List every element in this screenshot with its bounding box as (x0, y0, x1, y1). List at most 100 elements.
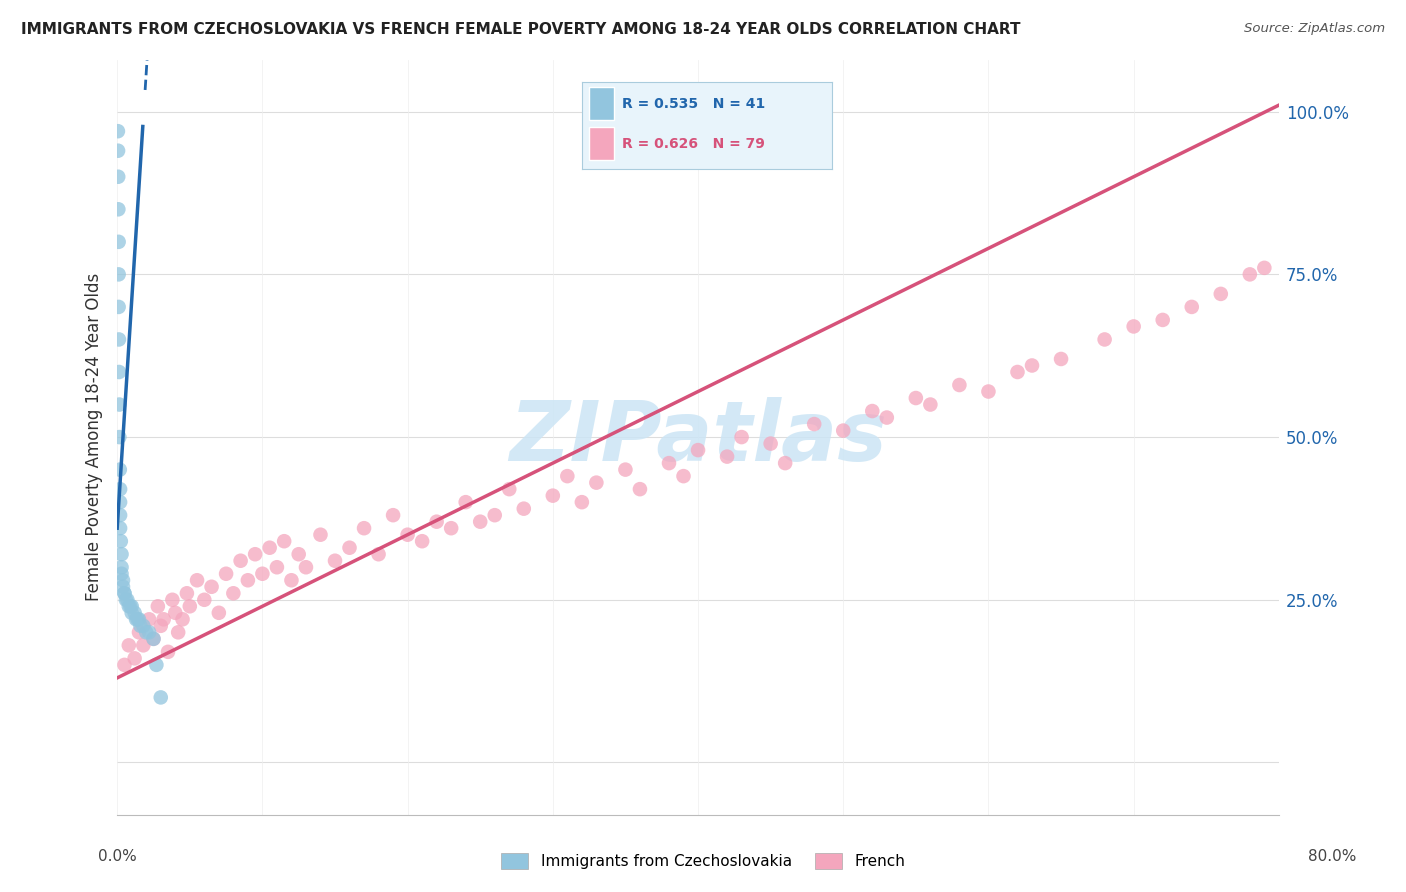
Point (977, 384, 1000, 399)
Point (129, 619, 152, 633)
Point (266, 560, 288, 574)
Point (208, 606, 231, 620)
Point (108, 508, 131, 523)
Point (1021, 359, 1043, 373)
Point (149, 690, 172, 705)
Point (108, 398, 131, 412)
Point (396, 527, 419, 541)
Point (118, 599, 141, 614)
Point (118, 638, 141, 652)
Point (1181, 300, 1204, 314)
Point (108, 495, 131, 509)
Point (1239, 268, 1261, 282)
Point (107, 169, 129, 184)
Text: 0.0%: 0.0% (98, 849, 138, 863)
Point (470, 515, 492, 529)
Point (585, 475, 607, 490)
Point (658, 456, 681, 470)
Point (295, 560, 318, 574)
Point (108, 521, 131, 535)
Point (138, 612, 160, 626)
Point (222, 586, 245, 600)
Point (152, 612, 174, 626)
Point (557, 469, 579, 483)
Point (498, 482, 520, 496)
Point (167, 625, 190, 640)
Point (146, 599, 169, 614)
Point (243, 547, 266, 561)
Point (716, 450, 738, 464)
Point (125, 612, 148, 626)
Point (172, 612, 194, 626)
Point (236, 574, 259, 588)
Text: 80.0%: 80.0% (1309, 849, 1357, 863)
Point (135, 625, 157, 640)
Point (107, 202, 129, 217)
Point (1050, 351, 1073, 366)
Point (803, 417, 825, 431)
Point (107, 124, 129, 138)
Text: IMMIGRANTS FROM CZECHOSLOVAKIA VS FRENCH FEMALE POVERTY AMONG 18-24 YEAR OLDS CO: IMMIGRANTS FROM CZECHOSLOVAKIA VS FRENCH… (21, 22, 1021, 37)
Point (111, 574, 134, 588)
Point (149, 619, 172, 633)
Point (128, 625, 150, 640)
Point (920, 398, 942, 412)
Point (614, 462, 637, 476)
Point (1094, 333, 1116, 347)
Point (108, 462, 131, 476)
Point (200, 580, 222, 594)
Point (120, 599, 142, 614)
Point (115, 592, 138, 607)
Text: ZIPatlas: ZIPatlas (509, 397, 887, 477)
Point (138, 625, 160, 640)
Point (111, 580, 134, 594)
Point (110, 534, 132, 549)
Point (513, 501, 536, 516)
Point (1122, 319, 1144, 334)
Point (287, 547, 309, 561)
Point (876, 410, 898, 425)
Point (107, 268, 129, 282)
Point (121, 606, 143, 620)
Point (162, 592, 184, 607)
Point (628, 482, 651, 496)
Point (686, 443, 709, 458)
Point (440, 521, 463, 535)
Point (145, 657, 167, 672)
Point (117, 592, 139, 607)
Point (730, 430, 752, 444)
Point (252, 566, 274, 581)
Point (339, 541, 361, 555)
Legend: Immigrants from Czechoslovakia, French: Immigrants from Czechoslovakia, French (495, 847, 911, 875)
Point (454, 495, 477, 509)
Point (541, 489, 564, 503)
Point (672, 469, 695, 483)
Point (142, 632, 165, 646)
Point (353, 521, 375, 535)
Point (114, 657, 136, 672)
Point (179, 599, 201, 614)
Point (107, 235, 129, 249)
Point (193, 592, 215, 607)
Point (107, 300, 129, 314)
Point (571, 495, 593, 509)
Text: Source: ZipAtlas.com: Source: ZipAtlas.com (1244, 22, 1385, 36)
Point (832, 424, 855, 438)
Point (107, 144, 129, 158)
Point (382, 508, 405, 523)
Point (142, 632, 165, 646)
Point (156, 645, 179, 659)
Point (108, 482, 131, 496)
Point (309, 527, 332, 541)
Point (1253, 260, 1275, 275)
Point (108, 430, 131, 444)
Y-axis label: Female Poverty Among 18-24 Year Olds: Female Poverty Among 18-24 Year Olds (86, 273, 103, 601)
Point (128, 612, 150, 626)
Point (759, 436, 782, 450)
Point (165, 606, 187, 620)
Point (110, 566, 132, 581)
Point (108, 365, 131, 379)
Point (411, 534, 433, 549)
Point (229, 554, 252, 568)
Point (215, 566, 238, 581)
